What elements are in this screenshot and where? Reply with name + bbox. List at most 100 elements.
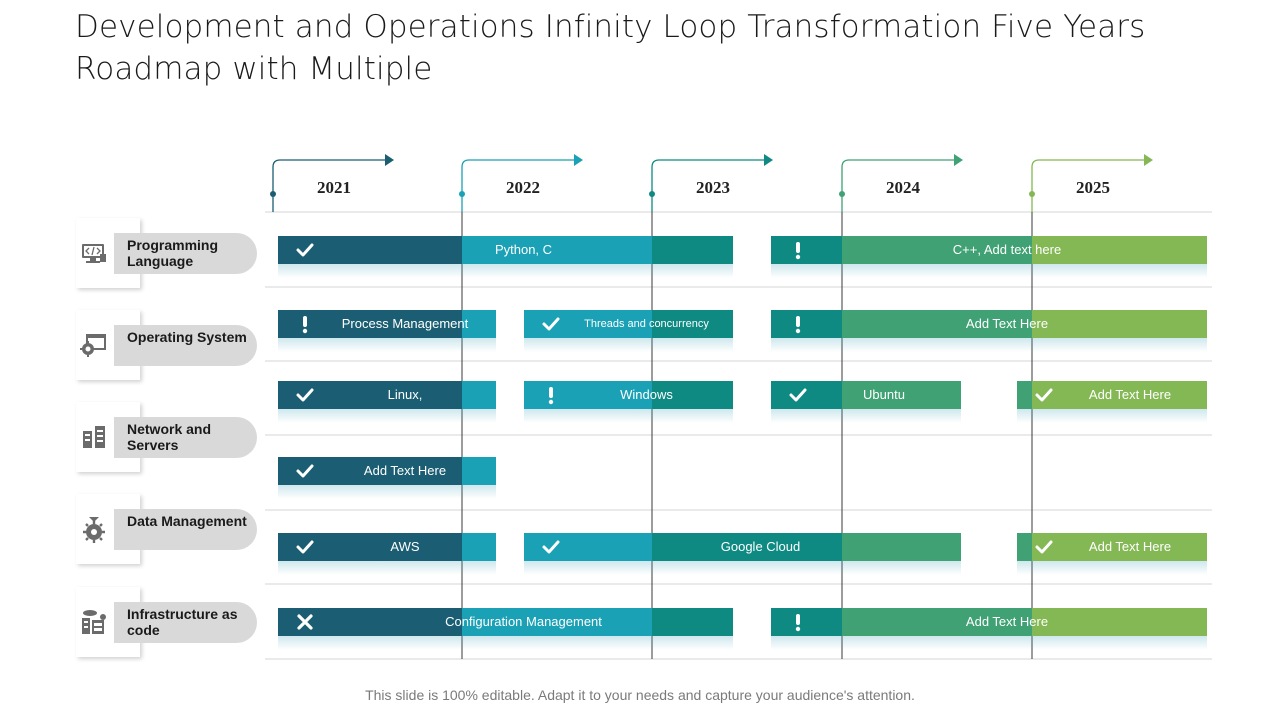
bar-label: Linux,	[387, 387, 423, 402]
year-arrow-line	[461, 159, 574, 212]
check-icon	[290, 533, 320, 561]
bar-reflection	[278, 264, 733, 278]
check-icon	[290, 457, 320, 485]
roadmap-bar[interactable]: Threads and concurrency	[524, 310, 733, 338]
bar-label: Windows	[620, 387, 673, 402]
alert-icon	[290, 310, 320, 338]
row-label-item: Programming Language	[76, 218, 258, 288]
alert-icon	[536, 381, 566, 409]
bar-label: Process Management	[341, 316, 469, 331]
check-icon	[1029, 533, 1059, 561]
bar-label: Add Text Here	[965, 316, 1049, 331]
roadmap-bar[interactable]: Configuration Management	[278, 608, 733, 636]
server-rack-icon	[80, 423, 108, 451]
bar-reflection	[1017, 561, 1207, 575]
year-label-2023: 2023	[696, 178, 730, 197]
roadmap-bar[interactable]: Add Text Here	[1017, 381, 1207, 409]
row-label-pill	[114, 602, 257, 643]
roadmap-bar[interactable]: Windows	[524, 381, 733, 409]
year-label-2022: 2022	[506, 178, 540, 197]
year-arrow-head	[385, 154, 394, 166]
row-label-text: Programming Language	[127, 237, 219, 269]
bar-label: Google Cloud	[720, 539, 801, 554]
bar-label: Add Text Here	[363, 463, 447, 478]
page-title: Development and Operations Infinity Loop…	[75, 9, 1146, 87]
check-icon	[1029, 381, 1059, 409]
year-arrow-line	[841, 159, 954, 212]
row-label-pill	[114, 325, 257, 366]
roadmap-bar[interactable]: Google Cloud	[524, 533, 961, 561]
year-marker-dot	[459, 191, 465, 197]
bar-reflection	[524, 409, 733, 423]
bar-label: AWS	[390, 539, 420, 554]
check-icon	[536, 533, 566, 561]
row-label-pill	[114, 417, 257, 458]
roadmap-bar[interactable]: Add Text Here	[771, 608, 1207, 636]
infrastructure-icon	[80, 608, 108, 636]
bar-label: Add Text Here	[1088, 539, 1172, 554]
year-marker-dot	[1029, 191, 1035, 197]
check-icon	[783, 381, 813, 409]
year-label-2024: 2024	[886, 178, 920, 197]
bar-reflection	[524, 561, 961, 575]
year-arrow-line	[651, 159, 764, 212]
bar-label: Python, C	[494, 242, 553, 257]
alert-icon	[783, 608, 813, 636]
roadmap-bar[interactable]: Ubuntu	[771, 381, 961, 409]
bar-reflection	[771, 338, 1207, 352]
bar-label: Add Text Here	[1088, 387, 1172, 402]
row-label-text: Data Management	[127, 513, 247, 529]
bar-reflection	[278, 338, 496, 352]
year-label-2025: 2025	[1076, 178, 1110, 197]
row-label-pill	[114, 509, 257, 550]
year-marker-dot	[839, 191, 845, 197]
check-icon	[536, 310, 566, 338]
bar-label: Threads and concurrency	[584, 318, 709, 330]
year-label-2021: 2021	[317, 178, 351, 197]
row-label-text: Operating System	[127, 329, 247, 345]
year-arrow-head	[1144, 154, 1153, 166]
year-arrow-head	[574, 154, 583, 166]
year-arrow-head	[954, 154, 963, 166]
bar-label: Add Text Here	[965, 614, 1049, 629]
bar-reflection	[278, 636, 733, 650]
row-label-item: Operating System	[76, 310, 258, 380]
close-icon	[290, 608, 320, 636]
bar-reflection	[524, 338, 733, 352]
roadmap-bar[interactable]: C++, Add text here	[771, 236, 1207, 264]
roadmap-bar[interactable]: Linux,	[278, 381, 496, 409]
year-marker-dot	[649, 191, 655, 197]
roadmap-bar[interactable]: Add Text Here	[771, 310, 1207, 338]
bar-reflection	[771, 409, 961, 423]
bar-reflection	[278, 409, 496, 423]
bar-reflection	[278, 485, 496, 499]
bar-reflection	[771, 636, 1207, 650]
check-icon	[290, 381, 320, 409]
roadmap-bar[interactable]: AWS	[278, 533, 496, 561]
row-label-item: Network and Servers	[76, 402, 258, 472]
roadmap-bar[interactable]: Python, C	[278, 236, 733, 264]
roadmap-bar[interactable]: Process Management	[278, 310, 496, 338]
bar-label: C++, Add text here	[952, 242, 1062, 257]
roadmap-bar[interactable]: Add Text Here	[278, 457, 496, 485]
bar-label: Ubuntu	[863, 387, 905, 402]
year-arrow-line	[1031, 159, 1144, 212]
bar-reflection	[771, 264, 1207, 278]
footer-note: This slide is 100% editable. Adapt it to…	[365, 687, 915, 703]
row-label-text: Infrastructure as code	[127, 606, 238, 638]
row-label-item: Infrastructure as code	[76, 587, 258, 657]
year-arrow-line	[272, 159, 385, 212]
bar-label: Configuration Management	[445, 614, 602, 629]
code-monitor-icon	[80, 239, 108, 267]
year-arrow-head	[764, 154, 773, 166]
browser-gear-icon	[80, 331, 108, 359]
roadmap-bar[interactable]: Add Text Here	[1017, 533, 1207, 561]
row-label-pill	[114, 233, 257, 274]
alert-icon	[783, 310, 813, 338]
bar-reflection	[1017, 409, 1207, 423]
bar-reflection	[278, 561, 496, 575]
row-label-item: Data Management	[76, 494, 258, 564]
check-icon	[290, 236, 320, 264]
data-gear-icon	[80, 515, 108, 543]
